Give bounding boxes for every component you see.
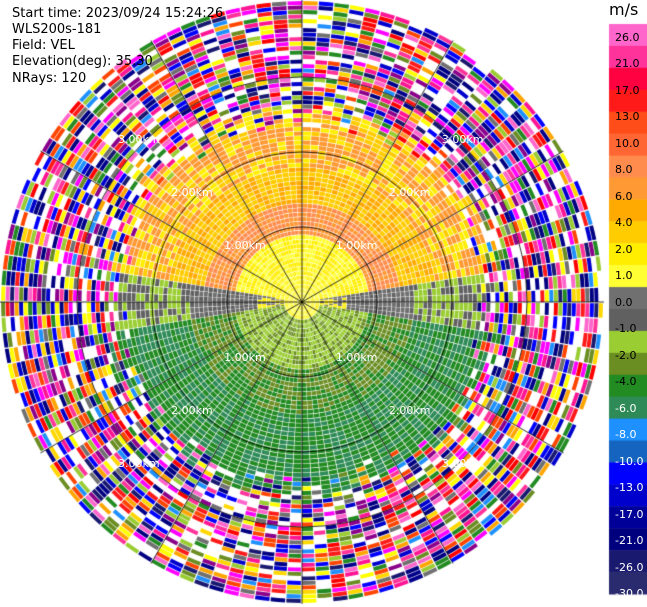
range-ring-label: 2.00km <box>388 403 431 417</box>
colorbar-tick-label: 6.0 <box>615 189 633 203</box>
range-ring-label: 1.00km <box>335 239 378 253</box>
range-ring-label: 3.00km <box>118 456 160 470</box>
colorbar-tick-label: -1.0 <box>615 322 637 336</box>
colorbar-tick-label: -10.0 <box>615 454 644 468</box>
colorbar-tick-label: 10.0 <box>615 136 640 150</box>
range-ring-label: 2.00km <box>171 403 213 417</box>
start-time-label: Start time: 2023/09/24 15:24:26 <box>12 6 224 21</box>
colorbar-units-label: m/s <box>609 0 639 19</box>
colorbar-tick-label: 21.0 <box>615 57 640 71</box>
colorbar-tick-label: 8.0 <box>615 163 633 177</box>
range-ring-label: 1.00km <box>224 350 266 364</box>
colorbar-tick-label: -2.0 <box>615 348 637 362</box>
colorbar-tick-label: 26.0 <box>615 31 640 44</box>
colorbar-tick-label: 1.0 <box>615 269 633 283</box>
colorbar-tick-label: 13.0 <box>615 110 640 124</box>
colorbar-tick-label: 0.0 <box>615 295 633 309</box>
field-label: Field: VEL <box>12 38 75 53</box>
colorbar-tick-label: -17.0 <box>615 507 644 521</box>
instrument-label: WLS200s-181 <box>12 22 102 37</box>
colorbar-tick-label: 4.0 <box>615 216 633 230</box>
elevation-label: Elevation(deg): 35.30 <box>12 54 153 69</box>
range-ring-label: 2.00km <box>388 186 431 200</box>
colorbar-tick-label: 2.0 <box>615 242 633 256</box>
colorbar-tick-label: -26.0 <box>615 560 644 574</box>
colorbar-tick-label: -30.0 <box>615 587 644 600</box>
range-ring-label: 1.00km <box>335 350 378 364</box>
colorbar-tick-label: 17.0 <box>615 83 640 97</box>
range-ring-label: 2.00km <box>171 186 213 200</box>
colorbar-tick-label: -21.0 <box>615 534 644 548</box>
colorbar-tick-label: -13.0 <box>615 481 644 495</box>
colorbar-tick-label: -6.0 <box>615 401 637 415</box>
range-ring-label: 3.00km <box>118 133 160 147</box>
range-ring-label: 1.00km <box>224 239 266 253</box>
colorbar-tick-label: -4.0 <box>615 375 637 389</box>
colorbar-tick-label: -8.0 <box>615 428 637 442</box>
nrays-label: NRays: 120 <box>12 71 87 86</box>
range-ring-label: 3.00km <box>441 456 484 470</box>
range-ring-label: 3.00km <box>441 133 484 147</box>
